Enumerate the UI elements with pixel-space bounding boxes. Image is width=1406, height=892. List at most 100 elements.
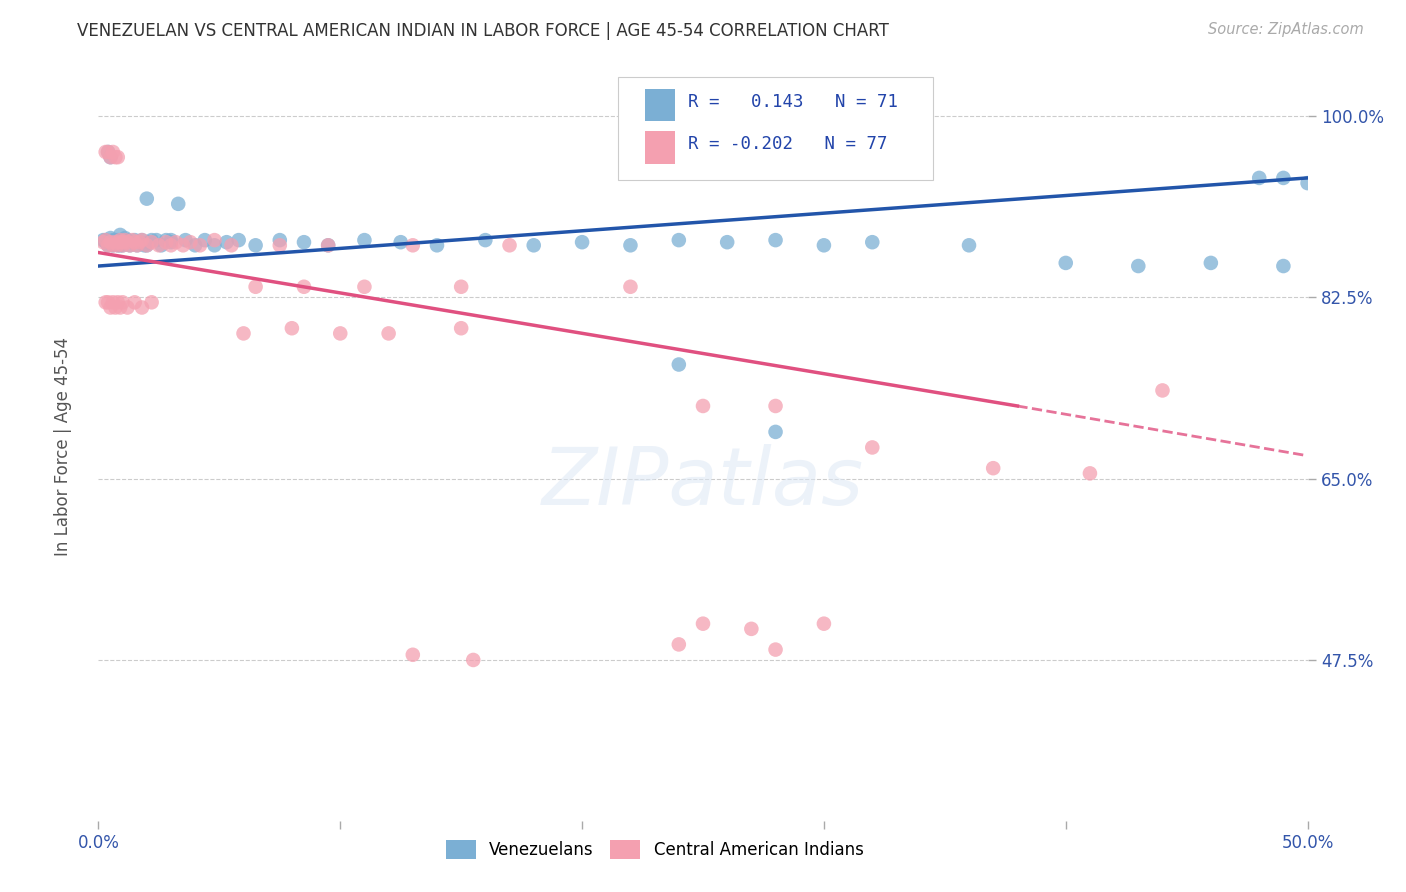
Point: [111, 295, 134, 310]
Text: VENEZUELAN VS CENTRAL AMERICAN INDIAN IN LABOR FORCE | AGE 45-54 CORRELATION CHA: VENEZUELAN VS CENTRAL AMERICAN INDIAN IN…: [77, 22, 889, 40]
Point: [668, 233, 690, 247]
Point: [1296, 176, 1319, 190]
Point: [167, 197, 190, 211]
Point: [108, 233, 131, 247]
Point: [104, 237, 127, 252]
Point: [111, 233, 134, 247]
Point: [135, 238, 157, 252]
Point: [160, 233, 183, 247]
Point: [228, 233, 250, 247]
Point: [141, 235, 163, 250]
Point: [127, 238, 149, 252]
Point: [97, 238, 120, 252]
Point: [765, 642, 787, 657]
Point: [111, 235, 134, 250]
Point: [174, 233, 197, 247]
Point: [141, 233, 163, 247]
Point: [269, 233, 291, 247]
Point: [389, 235, 412, 250]
Point: [571, 235, 593, 250]
Point: [100, 235, 122, 250]
Point: [1054, 256, 1077, 270]
Point: [860, 235, 883, 250]
Point: [450, 321, 472, 335]
Point: [463, 653, 485, 667]
Point: [94, 145, 117, 159]
Point: [692, 399, 714, 413]
Point: [353, 279, 375, 293]
Point: [402, 648, 425, 662]
Point: [101, 145, 124, 159]
Point: [100, 150, 122, 164]
Point: [281, 321, 304, 335]
Point: [94, 295, 117, 310]
Point: [215, 235, 238, 250]
Point: [101, 233, 124, 247]
Point: [450, 279, 472, 293]
Point: [165, 235, 187, 250]
Point: [131, 233, 153, 247]
Point: [474, 233, 496, 247]
Point: [141, 295, 163, 310]
Point: [97, 145, 120, 159]
Point: [101, 238, 124, 252]
Text: R =   0.143   N = 71: R = 0.143 N = 71: [689, 93, 898, 111]
Point: [124, 233, 146, 247]
Point: [114, 235, 136, 250]
Point: [118, 238, 141, 252]
Point: [128, 235, 150, 250]
Point: [150, 238, 173, 252]
Point: [107, 238, 129, 252]
Point: [1152, 384, 1174, 398]
Point: [135, 238, 157, 252]
Point: [135, 192, 157, 206]
Point: [107, 150, 129, 164]
Point: [108, 301, 131, 315]
Point: [124, 235, 146, 250]
Point: [765, 233, 787, 247]
Point: [104, 301, 127, 315]
Point: [292, 235, 315, 250]
Point: [292, 279, 315, 293]
Point: [104, 235, 127, 250]
Point: [716, 235, 738, 250]
Point: [668, 358, 690, 372]
Point: [107, 238, 129, 252]
Point: [108, 235, 131, 250]
Point: [131, 301, 153, 315]
Point: [107, 233, 129, 247]
Point: [765, 425, 787, 439]
Point: [97, 238, 120, 252]
Text: R = -0.202   N = 77: R = -0.202 N = 77: [689, 136, 889, 153]
Point: [353, 233, 375, 247]
Point: [131, 233, 153, 247]
Point: [1249, 170, 1271, 185]
Point: [94, 233, 117, 247]
Point: [1199, 256, 1222, 270]
Point: [377, 326, 399, 341]
Point: [117, 301, 139, 315]
Point: [94, 233, 117, 247]
Point: [117, 235, 139, 250]
Point: [204, 233, 226, 247]
Point: [101, 295, 124, 310]
Point: [160, 235, 183, 250]
Point: [134, 238, 156, 252]
Point: [619, 238, 641, 252]
Point: [740, 622, 762, 636]
Point: [813, 238, 835, 252]
Point: [204, 238, 226, 252]
Point: [179, 235, 201, 250]
Point: [100, 231, 122, 245]
Point: [100, 301, 122, 315]
Point: [813, 616, 835, 631]
Point: [145, 233, 167, 247]
Legend: Venezuelans, Central American Indians: Venezuelans, Central American Indians: [439, 833, 870, 866]
Point: [108, 227, 131, 242]
Point: [765, 399, 787, 413]
Point: [245, 238, 267, 252]
Point: [619, 279, 641, 293]
Point: [114, 233, 136, 247]
Point: [127, 238, 149, 252]
Point: [402, 238, 425, 252]
